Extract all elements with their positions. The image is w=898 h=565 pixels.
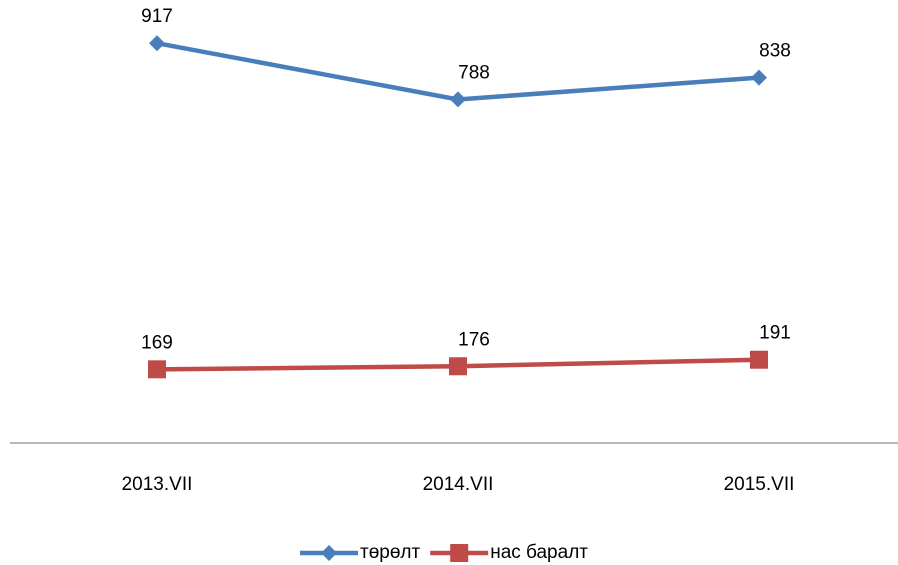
data-label: 838 (759, 41, 791, 62)
x-tick-label: 2013.VII (122, 474, 193, 495)
data-point (149, 35, 165, 52)
legend-label: нас баралт (490, 542, 588, 563)
legend-marker (321, 545, 337, 561)
data-point (450, 91, 466, 108)
legend-label: төрөлт (360, 542, 420, 563)
legend-marker (450, 544, 469, 562)
x-tick-label: 2014.VII (423, 474, 494, 495)
x-tick-label: 2015.VII (724, 474, 795, 495)
data-point (449, 357, 467, 376)
data-label: 917 (141, 6, 173, 27)
data-point (750, 350, 768, 369)
data-label: 176 (458, 329, 490, 350)
data-point (751, 69, 767, 86)
data-label: 169 (141, 332, 173, 353)
data-label: 191 (759, 323, 791, 344)
data-point (148, 360, 166, 379)
data-label: 788 (458, 62, 490, 83)
